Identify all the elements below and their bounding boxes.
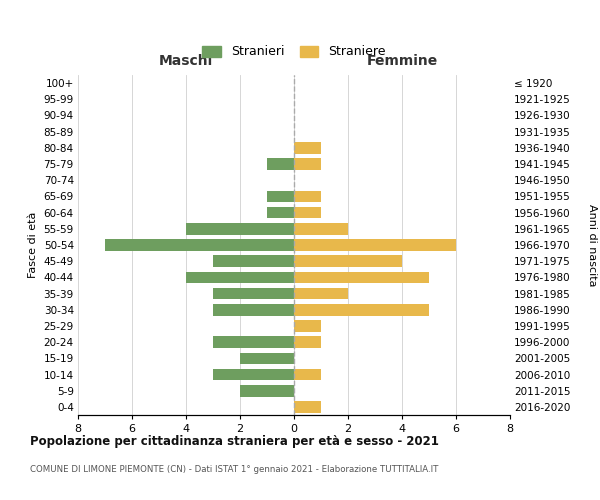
Text: Anni di nascita: Anni di nascita: [587, 204, 597, 286]
Bar: [294, 368, 321, 380]
Bar: [294, 158, 321, 170]
Bar: [240, 385, 294, 396]
Bar: [240, 352, 294, 364]
Bar: [213, 368, 294, 380]
Bar: [294, 320, 321, 332]
Text: Femmine: Femmine: [367, 54, 437, 68]
Y-axis label: Fasce di età: Fasce di età: [28, 212, 38, 278]
Bar: [186, 223, 294, 234]
Bar: [294, 239, 456, 251]
Bar: [267, 158, 294, 170]
Bar: [294, 304, 429, 316]
Bar: [105, 239, 294, 251]
Bar: [294, 223, 348, 234]
Bar: [294, 256, 402, 267]
Bar: [267, 207, 294, 218]
Text: Maschi: Maschi: [159, 54, 213, 68]
Bar: [294, 401, 321, 412]
Bar: [213, 304, 294, 316]
Bar: [186, 272, 294, 283]
Bar: [267, 190, 294, 202]
Bar: [294, 207, 321, 218]
Bar: [294, 272, 429, 283]
Text: Popolazione per cittadinanza straniera per età e sesso - 2021: Popolazione per cittadinanza straniera p…: [30, 435, 439, 448]
Bar: [213, 288, 294, 300]
Bar: [294, 142, 321, 154]
Bar: [294, 288, 348, 300]
Bar: [294, 190, 321, 202]
Bar: [213, 336, 294, 348]
Bar: [213, 256, 294, 267]
Bar: [294, 336, 321, 348]
Text: COMUNE DI LIMONE PIEMONTE (CN) - Dati ISTAT 1° gennaio 2021 - Elaborazione TUTTI: COMUNE DI LIMONE PIEMONTE (CN) - Dati IS…: [30, 465, 439, 474]
Legend: Stranieri, Straniere: Stranieri, Straniere: [197, 40, 391, 64]
